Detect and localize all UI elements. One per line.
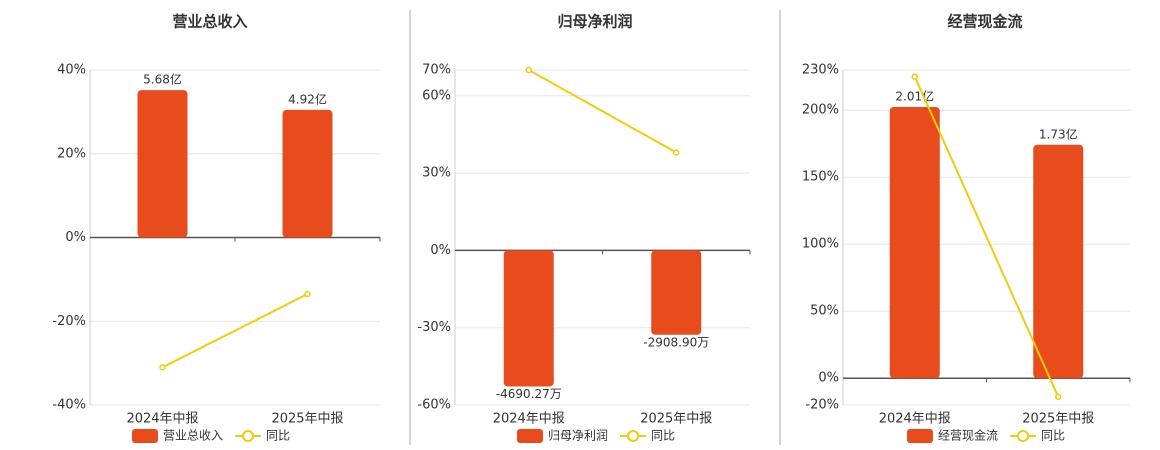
y-tick-label: 230% bbox=[802, 63, 839, 78]
line-point bbox=[911, 73, 918, 80]
y-tick-label: 200% bbox=[802, 103, 839, 118]
x-tick-label: 2025年中报 bbox=[271, 412, 343, 427]
y-tick-label: 30% bbox=[422, 166, 451, 181]
legend-swatch bbox=[1017, 430, 1030, 442]
legend-swatch bbox=[242, 430, 255, 442]
x-tick-label: 2024年中报 bbox=[493, 412, 565, 427]
line-point bbox=[525, 66, 532, 74]
x-tick-label: 2025年中报 bbox=[640, 412, 712, 427]
value-label: 4.92亿 bbox=[288, 91, 327, 106]
legend-label: 同比 bbox=[266, 429, 290, 443]
y-tick-label: 0% bbox=[818, 371, 839, 386]
y-tick-label: 40% bbox=[57, 63, 86, 78]
bar bbox=[651, 250, 702, 335]
x-tick-label: 2024年中报 bbox=[879, 412, 951, 427]
line-point bbox=[304, 290, 311, 298]
chart-title: 营业总收入 bbox=[172, 13, 247, 31]
y-tick-label: 50% bbox=[810, 304, 839, 319]
line-point bbox=[673, 149, 680, 156]
legend-swatch bbox=[627, 430, 640, 442]
value-label: 5.68亿 bbox=[143, 72, 182, 87]
y-tick-label: 100% bbox=[802, 237, 839, 252]
value-label: -2908.90万 bbox=[643, 335, 709, 349]
bar bbox=[137, 90, 188, 238]
legend-label: 同比 bbox=[1041, 429, 1065, 443]
y-tick-label: 20% bbox=[57, 146, 86, 161]
bar bbox=[889, 106, 940, 379]
y-tick-label: -60% bbox=[417, 398, 451, 413]
legend-swatch bbox=[517, 429, 543, 443]
value-label: 1.73亿 bbox=[1039, 126, 1078, 141]
chart-title: 经营现金流 bbox=[947, 13, 1022, 31]
legend-label: 营业总收入 bbox=[163, 429, 223, 443]
legend-label: 经营现金流 bbox=[938, 428, 998, 443]
line bbox=[162, 293, 308, 369]
legend-swatch bbox=[132, 429, 158, 443]
y-tick-label: 0% bbox=[65, 230, 86, 245]
line bbox=[913, 76, 1060, 398]
y-tick-label: 70% bbox=[422, 63, 451, 78]
bar bbox=[1033, 144, 1084, 379]
chart-title: 归母净利润 bbox=[557, 13, 632, 31]
legend-swatch bbox=[907, 429, 933, 443]
y-tick-label: -20% bbox=[805, 398, 839, 413]
y-tick-label: -30% bbox=[417, 320, 451, 335]
y-tick-label: 150% bbox=[802, 170, 839, 185]
line-point bbox=[1055, 393, 1062, 401]
x-tick-label: 2024年中报 bbox=[126, 412, 198, 427]
bar bbox=[282, 109, 333, 238]
y-tick-label: 60% bbox=[422, 88, 451, 103]
bar bbox=[503, 250, 554, 387]
legend-label: 归母净利润 bbox=[548, 429, 608, 443]
legend-label: 同比 bbox=[651, 429, 675, 443]
line bbox=[528, 69, 677, 154]
line-point bbox=[159, 364, 166, 371]
x-tick-label: 2025年中报 bbox=[1022, 412, 1094, 427]
value-label: -4690.27万 bbox=[496, 387, 562, 401]
y-tick-label: 0% bbox=[430, 243, 451, 258]
y-tick-label: -40% bbox=[52, 398, 86, 413]
y-tick-label: -20% bbox=[52, 314, 86, 329]
value-label: 2.01亿 bbox=[895, 88, 934, 103]
